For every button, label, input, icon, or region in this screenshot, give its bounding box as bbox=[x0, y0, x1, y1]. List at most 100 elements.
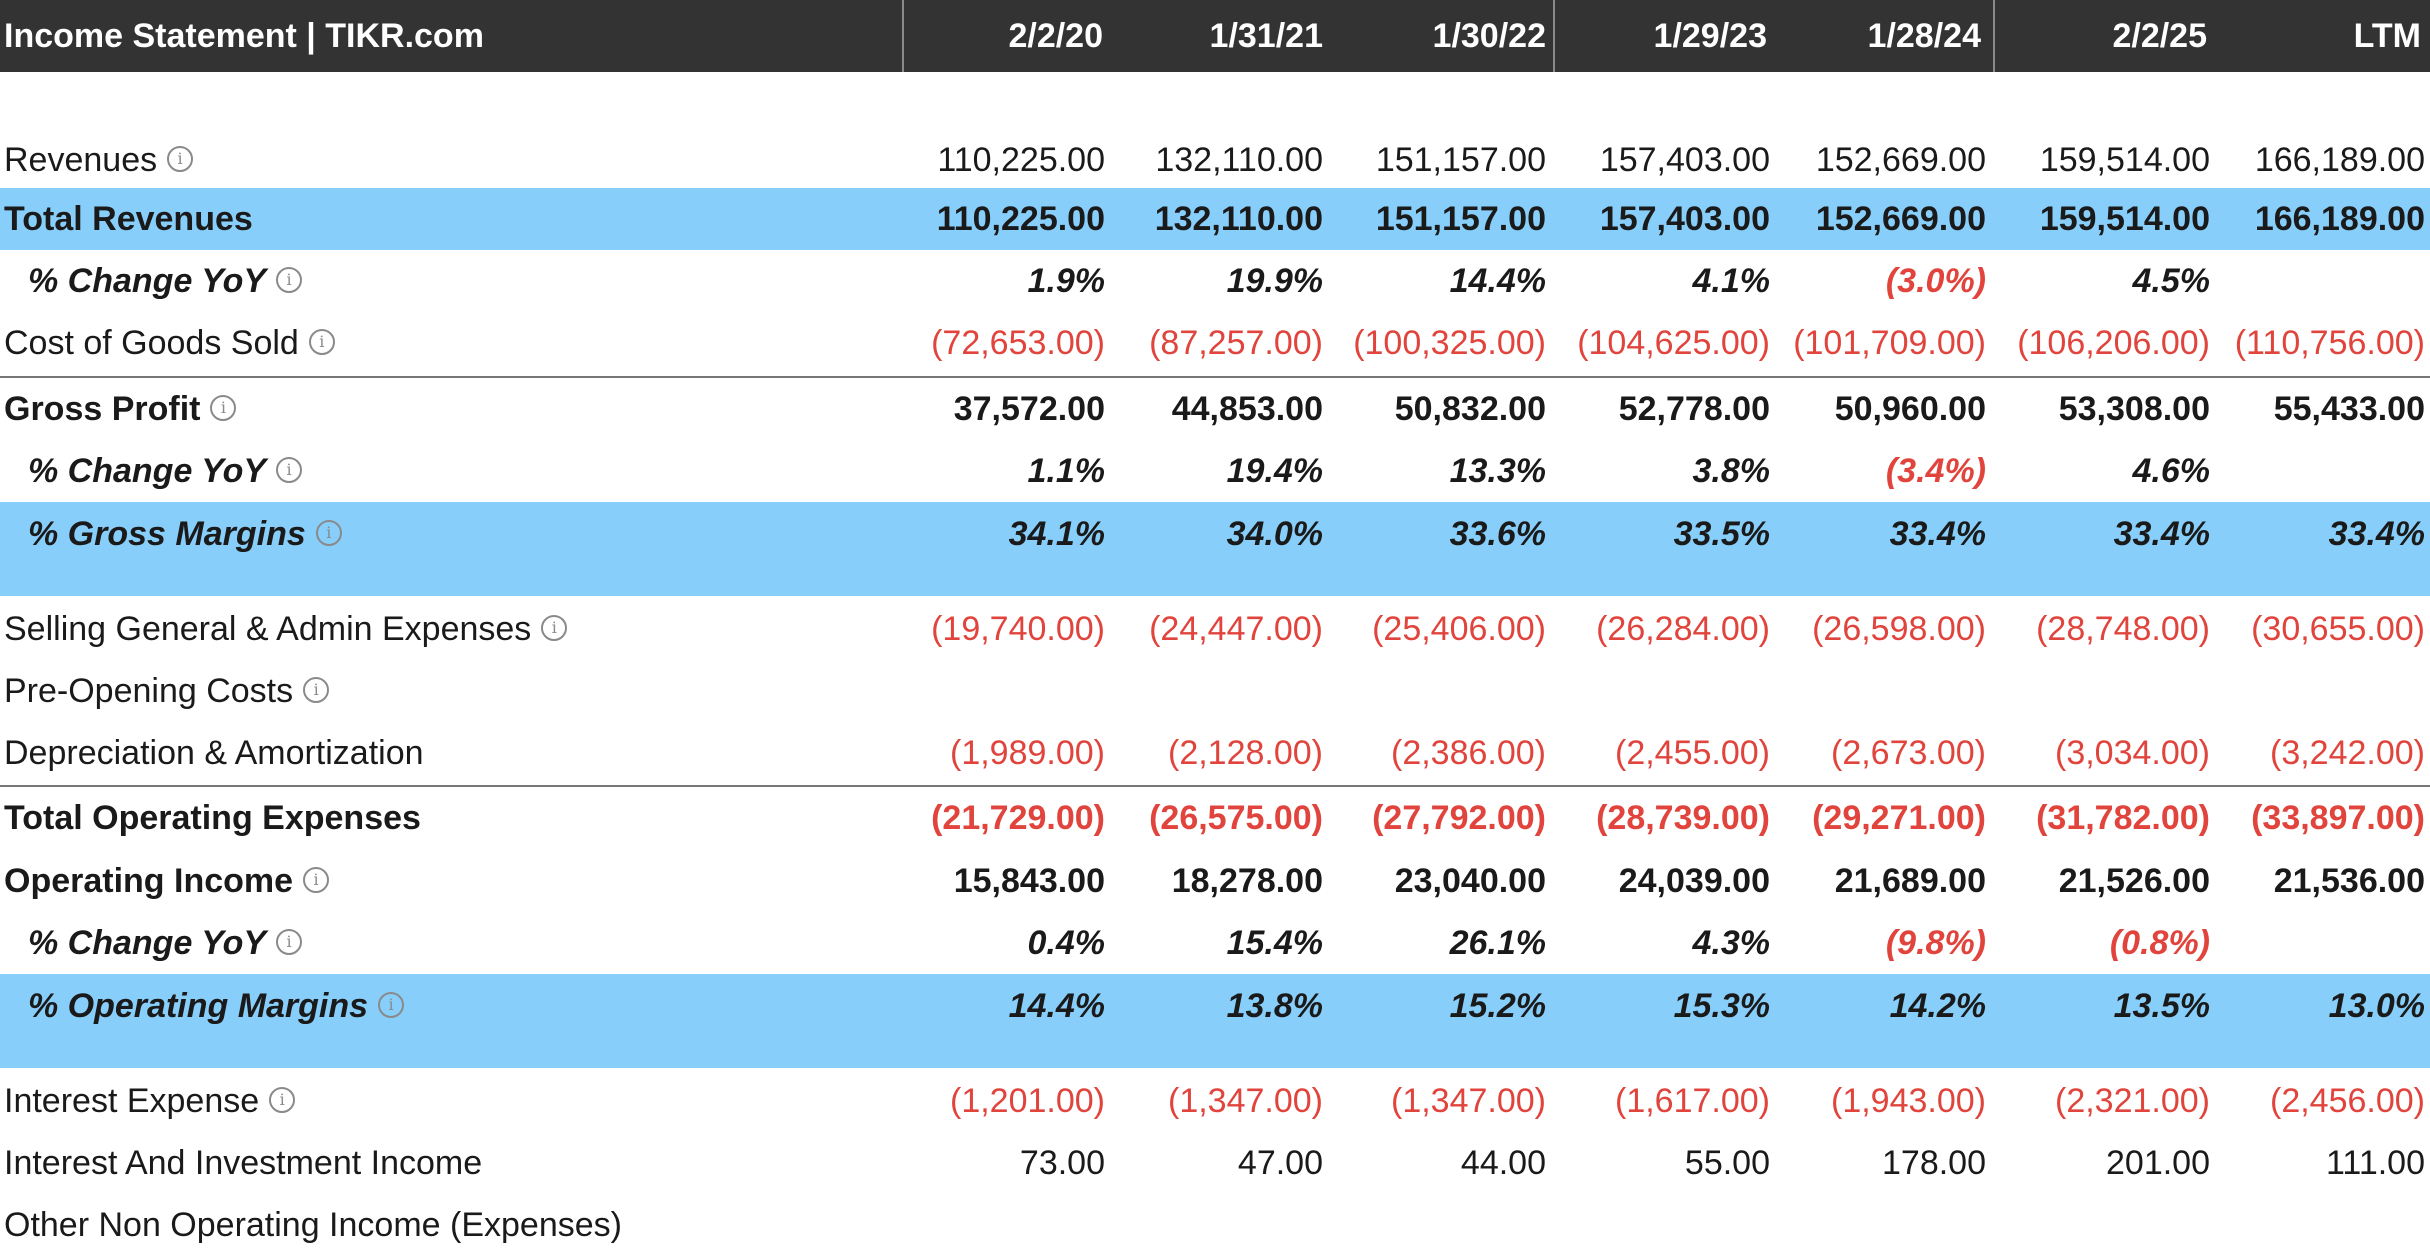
row-value: (25,406.00) bbox=[1372, 610, 1546, 648]
row-value: (28,748.00) bbox=[2036, 610, 2210, 648]
row-label: % Operating Margins i bbox=[28, 974, 405, 1038]
row-value: 151,157.00 bbox=[1375, 200, 1546, 238]
info-icon[interactable]: i bbox=[315, 520, 342, 547]
row-value: 15.2% bbox=[1449, 987, 1546, 1025]
row-value: 52,778.00 bbox=[1618, 390, 1770, 428]
row-value: 4.6% bbox=[2132, 452, 2211, 490]
table-row: % Operating Margins i 14.4% 13.8% 15.2% 15.3%… bbox=[0, 974, 2430, 1068]
info-icon[interactable]: i bbox=[378, 992, 405, 1019]
row-label: Selling General & Admin Expenses i bbox=[4, 596, 568, 662]
row-label: % Change YoY i bbox=[28, 250, 303, 312]
row-value: (104,625.00) bbox=[1577, 324, 1770, 362]
info-icon[interactable]: i bbox=[541, 615, 568, 642]
row-value: (26,575.00) bbox=[1149, 799, 1323, 837]
row-value: 159,514.00 bbox=[2039, 141, 2210, 179]
info-icon[interactable]: i bbox=[308, 329, 335, 356]
row-label-text: Interest Expense bbox=[4, 1082, 260, 1120]
row-value: 55.00 bbox=[1684, 1144, 1770, 1182]
row-value: 44,853.00 bbox=[1171, 390, 1323, 428]
row-value: 157,403.00 bbox=[1599, 200, 1770, 238]
row-value: 15.4% bbox=[1226, 924, 1323, 962]
table-row: Pre-Opening Costs i bbox=[0, 658, 2430, 720]
row-label-text: Revenues bbox=[4, 141, 158, 179]
row-value: 50,960.00 bbox=[1834, 390, 1986, 428]
row-value: 152,669.00 bbox=[1815, 200, 1986, 238]
table-row: Revenues i 110,225.00 132,110.00 151,157.00 1… bbox=[0, 135, 2430, 185]
row-value: (1,347.00) bbox=[1391, 1082, 1546, 1120]
row-value: 33.6% bbox=[1449, 515, 1546, 553]
row-value: 24,039.00 bbox=[1618, 862, 1770, 900]
header-divider bbox=[1993, 0, 1995, 72]
row-value: 132,110.00 bbox=[1155, 141, 1323, 179]
row-value: 13.3% bbox=[1449, 452, 1546, 490]
row-value: (31,782.00) bbox=[2036, 799, 2210, 837]
row-label-text: Total Operating Expenses bbox=[4, 799, 421, 837]
row-value: 33.4% bbox=[2113, 515, 2210, 553]
row-value: 73.00 bbox=[1019, 1144, 1105, 1182]
row-value: 47.00 bbox=[1237, 1144, 1323, 1182]
row-value: 201.00 bbox=[2106, 1144, 2210, 1182]
column-date[interactable]: 2/2/20 bbox=[1008, 17, 1103, 55]
row-label: % Change YoY i bbox=[28, 910, 303, 976]
row-value: 166,189.00 bbox=[2254, 200, 2425, 238]
column-date[interactable]: 1/28/24 bbox=[1867, 17, 1981, 55]
row-value: (2,386.00) bbox=[1391, 734, 1546, 772]
column-date[interactable]: 2/2/25 bbox=[2112, 17, 2207, 55]
row-value: (2,673.00) bbox=[1831, 734, 1986, 772]
column-date[interactable]: 1/30/22 bbox=[1432, 17, 1546, 55]
table-row: Total Revenues 110,225.00 132,110.00 151,15… bbox=[0, 188, 2430, 250]
row-value: 55,433.00 bbox=[2273, 390, 2425, 428]
row-label-text: % Change YoY bbox=[28, 452, 267, 490]
row-value: 0.4% bbox=[1027, 924, 1106, 962]
row-separator bbox=[0, 376, 2430, 378]
info-icon[interactable]: i bbox=[269, 1087, 296, 1114]
row-value: (100,325.00) bbox=[1353, 324, 1546, 362]
table-row: Gross Profit i 37,572.00 44,853.00 50,832.00… bbox=[0, 376, 2430, 438]
row-value: 33.4% bbox=[1889, 515, 1986, 553]
column-date[interactable]: 1/31/21 bbox=[1209, 17, 1323, 55]
table-row: Selling General & Admin Expenses i (19,740… bbox=[0, 596, 2430, 658]
row-value: (1,347.00) bbox=[1168, 1082, 1323, 1120]
row-value: 19.4% bbox=[1226, 452, 1323, 490]
row-value: 34.1% bbox=[1008, 515, 1105, 553]
row-value: (29,271.00) bbox=[1812, 799, 1986, 837]
row-value: (2,455.00) bbox=[1615, 734, 1770, 772]
row-value: 151,157.00 bbox=[1375, 141, 1546, 179]
row-label-text: Gross Profit bbox=[4, 390, 201, 428]
row-value: 111.00 bbox=[2326, 1144, 2425, 1182]
info-icon[interactable]: i bbox=[167, 146, 194, 173]
row-value: 13.5% bbox=[2113, 987, 2210, 1025]
row-value: (72,653.00) bbox=[931, 324, 1105, 362]
header-divider bbox=[902, 0, 904, 72]
row-value: 33.5% bbox=[1673, 515, 1770, 553]
info-icon[interactable]: i bbox=[276, 267, 303, 294]
row-value: (3,034.00) bbox=[2055, 734, 2210, 772]
row-label-text: Selling General & Admin Expenses bbox=[4, 610, 532, 648]
row-label: Pre-Opening Costs i bbox=[4, 658, 330, 724]
row-value: (3.4%) bbox=[1885, 452, 1986, 490]
row-label-text: Interest And Investment Income bbox=[4, 1144, 483, 1182]
row-value: 157,403.00 bbox=[1599, 141, 1770, 179]
table-row: Total Operating Expenses (21,729.00) (26,5… bbox=[0, 785, 2430, 847]
info-icon[interactable]: i bbox=[303, 867, 330, 894]
row-value: (101,709.00) bbox=[1793, 324, 1986, 362]
table-row: % Change YoY i 0.4% 15.4% 26.1% 4.3% (9.8%) (0.… bbox=[0, 910, 2430, 972]
row-value: 21,689.00 bbox=[1834, 862, 1986, 900]
info-icon[interactable]: i bbox=[276, 929, 303, 956]
row-value: 1.9% bbox=[1027, 262, 1106, 300]
info-icon[interactable]: i bbox=[276, 457, 303, 484]
column-date[interactable]: 1/29/23 bbox=[1653, 17, 1767, 55]
info-icon[interactable]: i bbox=[210, 395, 237, 422]
row-label: Gross Profit i bbox=[4, 376, 237, 442]
column-date[interactable]: LTM bbox=[2353, 17, 2421, 55]
info-icon[interactable]: i bbox=[303, 677, 330, 704]
row-label-text: Cost of Goods Sold bbox=[4, 324, 299, 362]
row-value: (2,321.00) bbox=[2055, 1082, 2210, 1120]
row-value: 34.0% bbox=[1226, 515, 1323, 553]
row-value: (1,617.00) bbox=[1615, 1082, 1770, 1120]
row-label: Depreciation & Amortization bbox=[4, 720, 424, 786]
row-value: 21,536.00 bbox=[2273, 862, 2425, 900]
row-label-text: % Change YoY bbox=[28, 262, 267, 300]
row-value: 159,514.00 bbox=[2039, 200, 2210, 238]
